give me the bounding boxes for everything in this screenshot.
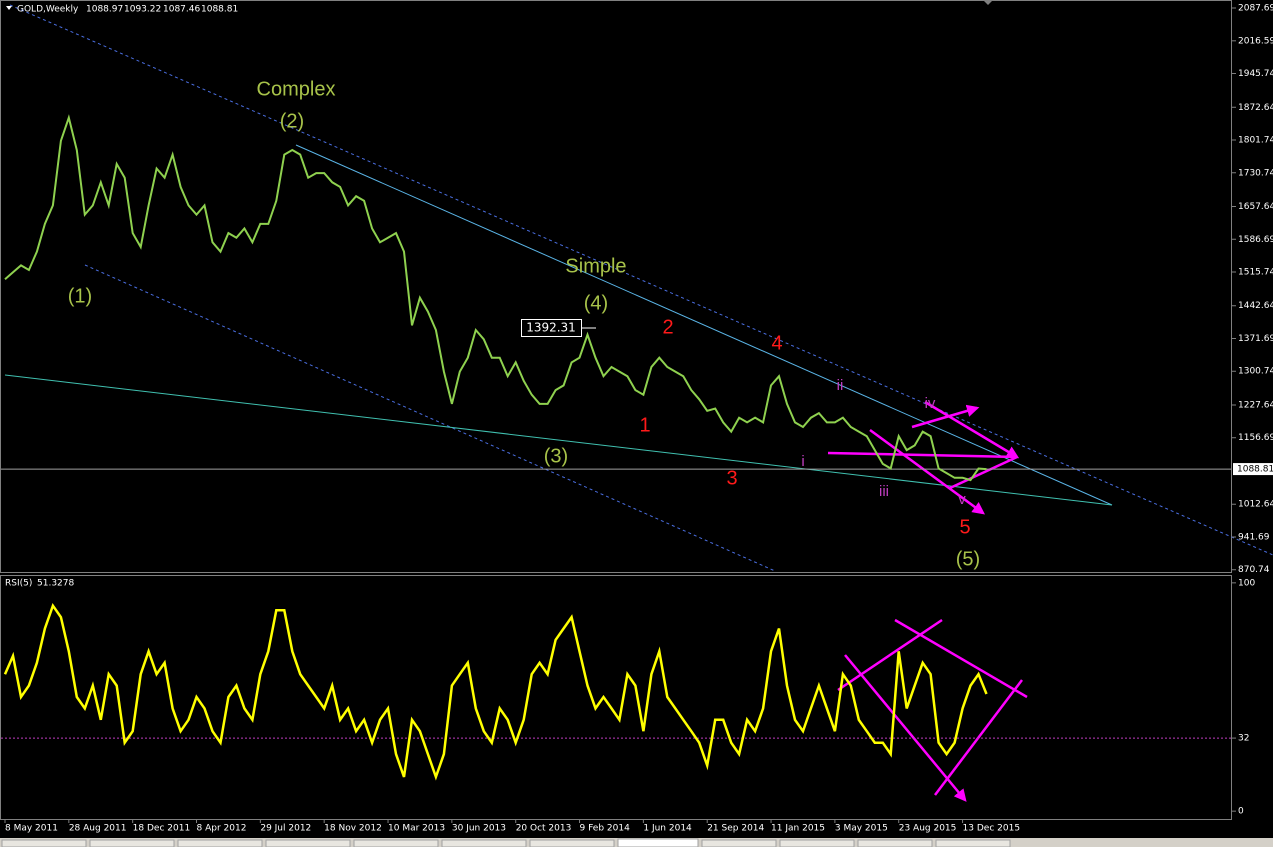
trend-line	[295, 144, 1113, 506]
wave-label: ii	[837, 377, 844, 394]
y-tick-label: 1586.69	[1238, 235, 1273, 245]
x-tick-label: 23 Aug 2015	[899, 824, 957, 834]
drawing	[827, 451, 1018, 459]
symbol-title: GOLD,Weekly	[17, 5, 79, 15]
wave-label: (4)	[584, 292, 608, 314]
price-frame	[0, 0, 1232, 573]
y-tick-label: 870.74	[1238, 565, 1270, 575]
menu-arrow[interactable]	[6, 6, 12, 10]
drawing	[844, 654, 967, 802]
y-tick-label: 1156.69	[1238, 433, 1273, 443]
trend-line	[4, 374, 1113, 506]
y-tick-label: 1227.64	[1238, 400, 1273, 410]
x-tick-label: 18 Dec 2011	[133, 824, 191, 834]
x-tick-label: 1 Jun 2014	[643, 824, 692, 834]
y-tick-label: 1657.64	[1238, 202, 1273, 212]
series-line	[3, 602, 988, 781]
drawing	[837, 618, 943, 692]
shift-marker	[983, 0, 993, 5]
y-tick-label: 1300.74	[1238, 367, 1273, 377]
drawing	[934, 679, 1023, 796]
x-tick-label: 11 Jan 2015	[771, 824, 825, 834]
x-tick-label: 3 May 2015	[835, 824, 888, 834]
tab[interactable]	[857, 839, 933, 847]
tab[interactable]	[529, 839, 615, 847]
tab[interactable]	[265, 839, 351, 847]
rsi-title: RSI(5)	[5, 579, 32, 589]
y-tick-label: 1515.74	[1238, 268, 1273, 278]
wave-label: v	[958, 491, 966, 508]
wave-label: 2	[662, 316, 673, 338]
x-tick-label: 29 Jul 2012	[260, 824, 311, 834]
ohlc-high: 1093.22	[124, 5, 161, 15]
y-tick-label: 1945.74	[1238, 69, 1273, 79]
wave-label: 5	[959, 516, 970, 538]
y-tick-label: 32	[1238, 734, 1249, 744]
tab[interactable]	[353, 839, 439, 847]
tab-active[interactable]	[617, 838, 699, 847]
x-tick-label: 9 Feb 2014	[580, 824, 631, 834]
wave-label: (5)	[956, 548, 980, 570]
drawing	[911, 404, 980, 429]
y-tick-label: 2016.59	[1238, 36, 1273, 46]
wave-label: (1)	[68, 285, 92, 307]
tab[interactable]	[779, 839, 855, 847]
x-tick-label: 20 Oct 2013	[516, 824, 572, 834]
y-tick-label: 1371.69	[1238, 334, 1273, 344]
y-tick-label: 100	[1238, 578, 1255, 588]
wave-label: Simple	[565, 255, 626, 277]
y-tick-label: 941.69	[1238, 532, 1270, 542]
wave-label: (2)	[280, 110, 304, 132]
tabs	[1, 838, 1011, 847]
trend-line	[9, 4, 1273, 556]
x-tick-label: 21 Sep 2014	[707, 824, 764, 834]
current-price-box	[1233, 463, 1273, 476]
rsi-frame	[0, 575, 1232, 820]
tab[interactable]	[701, 839, 777, 847]
ohlc-close: 1088.81	[201, 5, 238, 15]
wave-label: 1	[639, 414, 650, 436]
wave-label: iv	[925, 395, 936, 412]
ohlc-low: 1087.46	[163, 5, 200, 15]
tab[interactable]	[441, 839, 527, 847]
wave-label: Complex	[257, 78, 336, 100]
y-tick-label: 1442.64	[1238, 301, 1273, 311]
wave-label: i	[801, 453, 804, 470]
y-tick-label: 1801.74	[1238, 135, 1273, 145]
x-tick-label: 13 Dec 2015	[963, 824, 1021, 834]
drawing	[869, 428, 986, 515]
drawing	[924, 400, 1020, 459]
x-tick-label: 30 Jun 2013	[452, 824, 506, 834]
wave-label: (3)	[544, 445, 568, 467]
tab[interactable]	[935, 839, 1011, 847]
ohlc-open: 1088.97	[86, 5, 123, 15]
series-line	[4, 114, 987, 482]
wave-label: 4	[771, 332, 782, 354]
tab[interactable]	[177, 839, 263, 847]
y-tick-label: 1872.64	[1238, 103, 1273, 113]
wave-label: 3	[726, 467, 737, 489]
tab[interactable]	[89, 839, 175, 847]
price-label-box	[521, 319, 582, 337]
drawing	[949, 455, 1018, 490]
current-price-label: 1088.81	[1237, 465, 1273, 475]
x-tick-label: 8 Apr 2012	[197, 824, 247, 834]
y-tick-label: 2087.69	[1238, 3, 1273, 13]
price-label: 1392.31	[526, 321, 576, 335]
y-tick-label: 1012.64	[1238, 500, 1273, 510]
x-tick-label: 10 Mar 2013	[388, 824, 445, 834]
x-tick-label: 18 Nov 2012	[324, 824, 382, 834]
rsi-value: 51.3278	[37, 579, 74, 589]
tab[interactable]	[1, 839, 87, 847]
x-tick-label: 8 May 2011	[5, 824, 58, 834]
y-tick-label: 1730.74	[1238, 168, 1273, 178]
drawing	[894, 618, 1028, 699]
wave-label: iii	[879, 483, 889, 500]
x-tick-label: 28 Aug 2011	[69, 824, 127, 834]
y-tick-label: 0	[1238, 807, 1244, 817]
